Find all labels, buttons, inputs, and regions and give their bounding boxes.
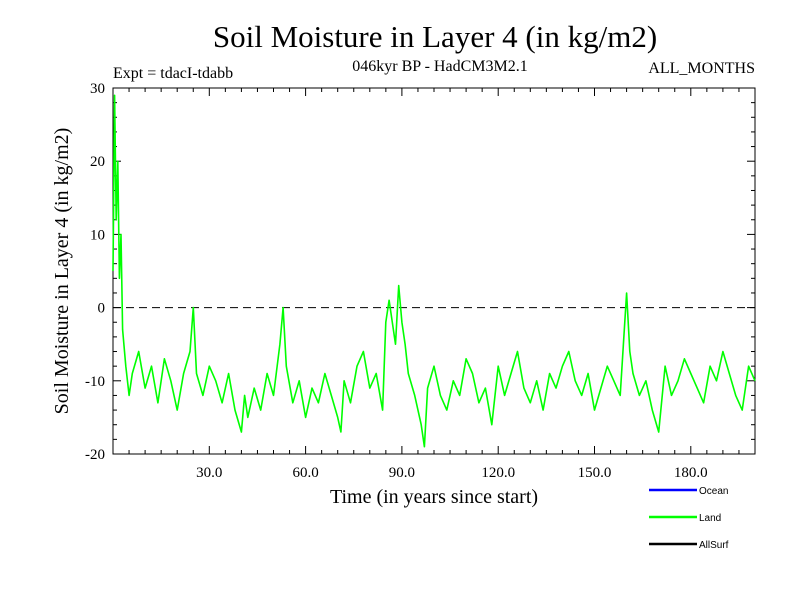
x-tick-label: 180.0	[674, 465, 708, 481]
chart-title: Soil Moisture in Layer 4 (in kg/m2)	[213, 19, 657, 54]
legend-label-ocean: Ocean	[699, 486, 728, 497]
experiment-label: Expt = tdacI-tdabb	[113, 65, 233, 82]
y-tick-label: 0	[98, 301, 106, 317]
x-tick-label: 90.0	[389, 465, 415, 481]
y-tick-label: -20	[85, 447, 105, 463]
y-tick-label: -10	[85, 374, 105, 390]
series-line-land	[112, 94, 756, 448]
legend-label-land: Land	[699, 513, 721, 524]
x-axis-label: Time (in years since start)	[330, 486, 538, 508]
y-axis-label: Soil Moisture in Layer 4 (in kg/m2)	[51, 128, 73, 415]
x-tick-label: 120.0	[481, 465, 515, 481]
y-tick-labels: -20 -10 0 10 20 30	[85, 81, 105, 463]
x-tick-labels: 30.0 60.0 90.0 120.0 150.0 180.0	[196, 465, 708, 481]
plot-frame	[112, 87, 756, 455]
x-minor-ticks	[128, 88, 740, 454]
chart-subtitle: 046kyr BP - HadCM3M2.1	[352, 58, 527, 75]
y-minor-ticks	[113, 102, 755, 440]
x-tick-label: 60.0	[292, 465, 318, 481]
months-label: ALL_MONTHS	[648, 60, 755, 77]
legend-label-allsurf: AllSurf	[699, 540, 729, 551]
y-tick-label: 10	[90, 227, 105, 243]
y-tick-label: 20	[90, 154, 105, 170]
x-tick-label: 30.0	[196, 465, 222, 481]
x-tick-label: 150.0	[578, 465, 612, 481]
y-tick-label: 30	[90, 81, 105, 97]
legend: Ocean Land AllSurf	[649, 486, 729, 551]
